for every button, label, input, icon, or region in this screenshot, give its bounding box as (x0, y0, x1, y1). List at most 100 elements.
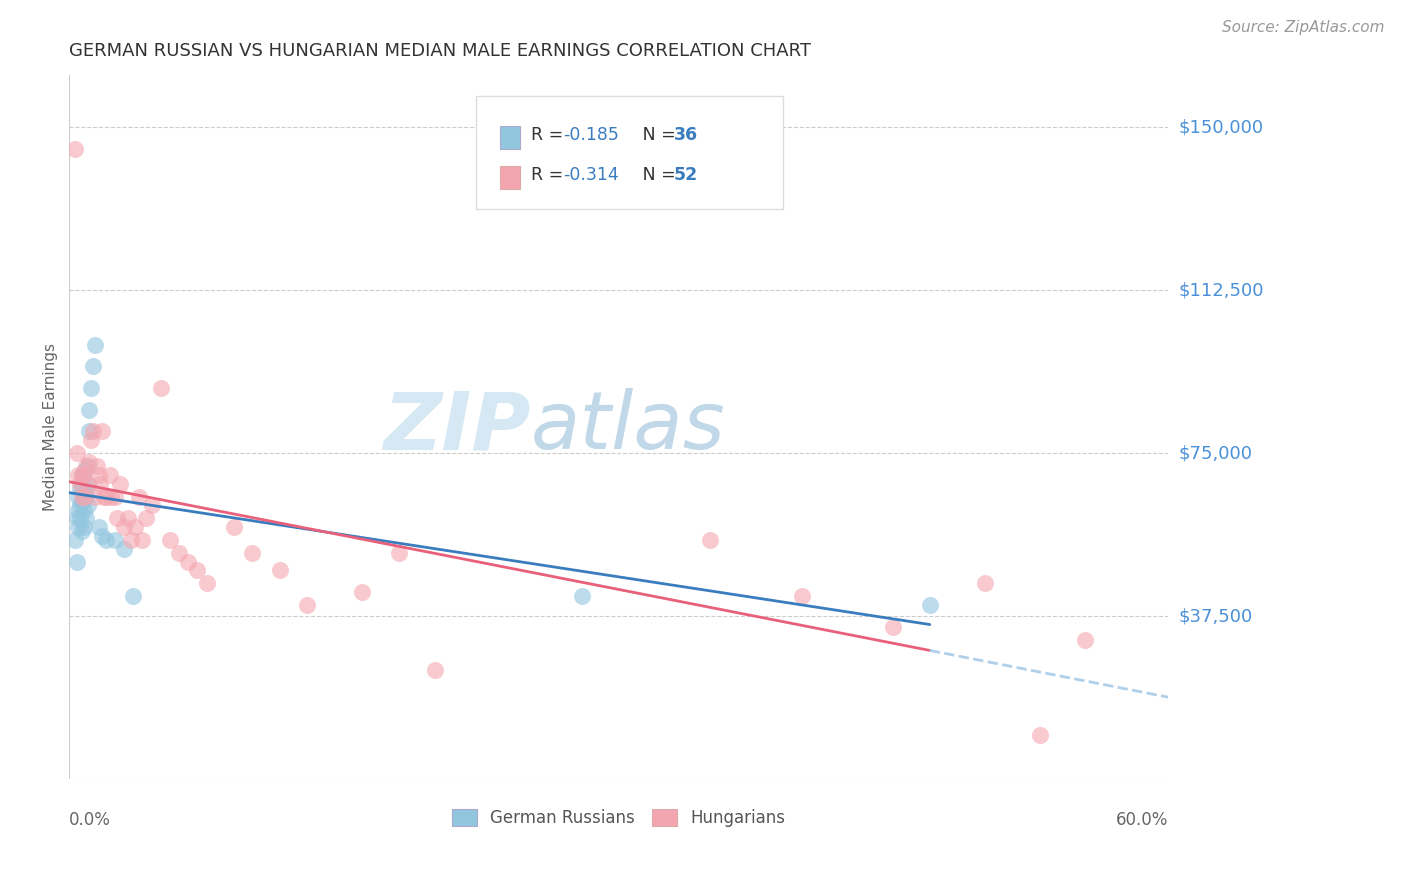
Point (571, 590, 593, 604)
Point (80, 381, 103, 395)
Point (70, 494, 93, 508)
Text: R =: R = (530, 166, 568, 184)
Point (112, 541, 135, 556)
Point (76, 459, 98, 474)
Point (73, 502, 96, 516)
Point (112, 520, 135, 534)
Point (65, 446, 87, 460)
Point (70, 476, 93, 491)
Point (425, 663, 447, 677)
Point (131, 533, 153, 547)
Point (94, 533, 117, 547)
Point (159, 533, 181, 547)
Point (141, 498, 163, 512)
Point (91, 529, 114, 543)
Point (86, 459, 108, 474)
Point (1074, 632, 1097, 647)
Point (69, 481, 91, 495)
Point (790, 590, 813, 604)
Point (73, 467, 96, 482)
FancyBboxPatch shape (475, 96, 783, 209)
Point (186, 563, 208, 577)
Point (110, 476, 132, 491)
Point (124, 520, 146, 534)
Point (83, 337, 105, 351)
Point (83, 490, 105, 504)
Text: $37,500: $37,500 (1180, 607, 1253, 625)
Point (69, 511, 91, 525)
Point (167, 546, 190, 560)
Point (240, 546, 263, 560)
Point (70, 524, 93, 539)
Point (105, 511, 128, 525)
Point (75, 490, 97, 504)
Text: -0.185: -0.185 (564, 126, 620, 144)
Point (82, 359, 104, 374)
Point (80, 433, 103, 447)
Point (63, 142, 86, 156)
Point (388, 546, 411, 560)
Text: $112,500: $112,500 (1180, 281, 1264, 299)
Point (70, 467, 93, 482)
FancyBboxPatch shape (501, 127, 520, 149)
Text: N =: N = (626, 126, 682, 144)
Text: atlas: atlas (530, 388, 725, 466)
Point (70, 490, 93, 504)
Text: 0.0%: 0.0% (69, 811, 111, 829)
Point (177, 555, 200, 569)
Point (121, 533, 143, 547)
Y-axis label: Median Male Earnings: Median Male Earnings (44, 343, 58, 511)
Point (104, 533, 127, 547)
Point (699, 533, 721, 547)
Point (73, 490, 96, 504)
Point (195, 576, 218, 591)
Text: ZIP: ZIP (384, 388, 530, 466)
Point (117, 511, 139, 525)
Point (67, 520, 90, 534)
Point (269, 563, 291, 577)
Point (76, 476, 98, 491)
Point (82, 425, 104, 439)
Point (98, 467, 121, 482)
Point (918, 598, 941, 612)
Point (93, 490, 115, 504)
Point (65, 511, 87, 525)
Point (128, 490, 150, 504)
Point (63, 533, 86, 547)
Text: 52: 52 (673, 166, 697, 184)
Point (73, 463, 96, 477)
Point (79, 455, 101, 469)
Point (104, 490, 127, 504)
Point (75, 511, 97, 525)
Text: Source: ZipAtlas.com: Source: ZipAtlas.com (1222, 20, 1385, 35)
Point (100, 490, 122, 504)
Point (76, 498, 98, 512)
Point (352, 585, 374, 599)
Point (297, 598, 319, 612)
Point (69, 498, 91, 512)
Point (67, 502, 90, 516)
Point (91, 425, 114, 439)
Point (1028, 729, 1050, 743)
FancyBboxPatch shape (501, 167, 520, 189)
Point (135, 511, 157, 525)
Point (87, 467, 110, 482)
Point (73, 490, 96, 504)
Point (882, 620, 904, 634)
Legend: German Russians, Hungarians: German Russians, Hungarians (446, 803, 792, 834)
Point (79, 402, 101, 417)
Point (149, 381, 172, 395)
Point (76, 476, 98, 491)
Point (94, 490, 117, 504)
Text: $75,000: $75,000 (1180, 444, 1253, 462)
Point (69, 476, 91, 491)
Point (70, 467, 93, 482)
Text: 36: 36 (673, 126, 697, 144)
Text: R =: R = (530, 126, 568, 144)
Point (89, 476, 111, 491)
Point (75, 459, 97, 474)
Text: 60.0%: 60.0% (1115, 811, 1168, 829)
Point (65, 555, 87, 569)
Text: $150,000: $150,000 (1180, 119, 1264, 136)
Point (75, 485, 97, 500)
